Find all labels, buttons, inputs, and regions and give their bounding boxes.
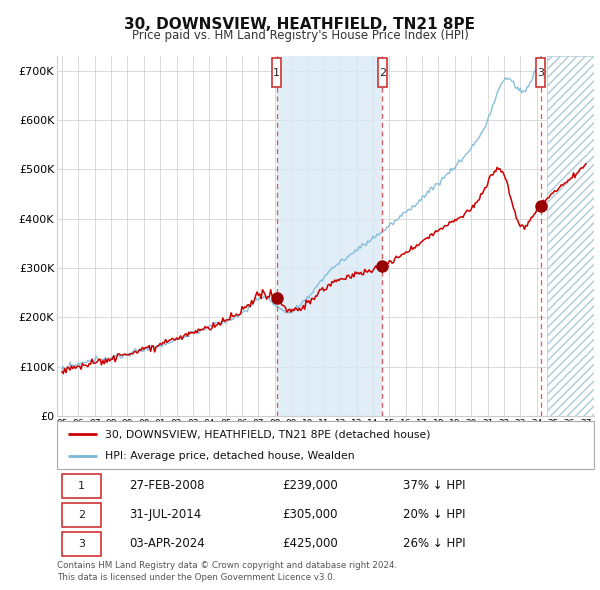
Text: 2: 2 — [78, 510, 85, 520]
Text: 37% ↓ HPI: 37% ↓ HPI — [403, 479, 466, 492]
Text: Price paid vs. HM Land Registry's House Price Index (HPI): Price paid vs. HM Land Registry's House … — [131, 30, 469, 42]
Text: 31-JUL-2014: 31-JUL-2014 — [130, 508, 202, 522]
FancyBboxPatch shape — [272, 58, 281, 87]
Text: 27-FEB-2008: 27-FEB-2008 — [130, 479, 205, 492]
Text: 3: 3 — [537, 68, 544, 78]
Text: 26% ↓ HPI: 26% ↓ HPI — [403, 537, 466, 550]
Text: Contains HM Land Registry data © Crown copyright and database right 2024.: Contains HM Land Registry data © Crown c… — [57, 560, 397, 569]
Bar — [277, 56, 382, 416]
Bar — [547, 56, 594, 416]
Text: HPI: Average price, detached house, Wealden: HPI: Average price, detached house, Weal… — [106, 451, 355, 461]
FancyBboxPatch shape — [57, 421, 594, 469]
Text: 03-APR-2024: 03-APR-2024 — [130, 537, 205, 550]
Text: 20% ↓ HPI: 20% ↓ HPI — [403, 508, 466, 522]
Text: 1: 1 — [273, 68, 280, 78]
FancyBboxPatch shape — [536, 58, 545, 87]
Text: £239,000: £239,000 — [283, 479, 338, 492]
Text: £305,000: £305,000 — [283, 508, 338, 522]
FancyBboxPatch shape — [62, 474, 101, 498]
FancyBboxPatch shape — [378, 58, 387, 87]
FancyBboxPatch shape — [62, 503, 101, 527]
Text: 3: 3 — [78, 539, 85, 549]
Text: 30, DOWNSVIEW, HEATHFIELD, TN21 8PE: 30, DOWNSVIEW, HEATHFIELD, TN21 8PE — [125, 17, 476, 31]
Text: £425,000: £425,000 — [283, 537, 338, 550]
Text: 2: 2 — [379, 68, 386, 78]
Text: 30, DOWNSVIEW, HEATHFIELD, TN21 8PE (detached house): 30, DOWNSVIEW, HEATHFIELD, TN21 8PE (det… — [106, 429, 431, 439]
Text: 1: 1 — [78, 481, 85, 491]
FancyBboxPatch shape — [62, 532, 101, 556]
Text: This data is licensed under the Open Government Licence v3.0.: This data is licensed under the Open Gov… — [57, 573, 335, 582]
